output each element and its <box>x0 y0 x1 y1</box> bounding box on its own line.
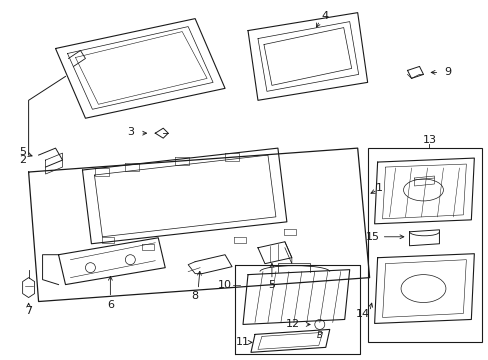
Text: 13: 13 <box>422 135 436 145</box>
Text: 6: 6 <box>107 300 114 310</box>
Text: 8: 8 <box>191 291 198 301</box>
Text: 4: 4 <box>321 11 327 21</box>
Text: 3: 3 <box>126 127 134 137</box>
Text: 5: 5 <box>268 280 275 289</box>
Text: B: B <box>316 331 322 340</box>
Bar <box>367 148 481 342</box>
Text: 11: 11 <box>236 337 249 347</box>
Text: 9: 9 <box>443 67 450 77</box>
Text: 7: 7 <box>25 306 32 316</box>
Text: 10: 10 <box>218 280 232 289</box>
Text: 14: 14 <box>355 310 369 319</box>
Text: 1: 1 <box>375 183 382 193</box>
Text: 12: 12 <box>285 319 299 329</box>
Text: 15: 15 <box>365 232 379 242</box>
Text: 5: 5 <box>19 147 26 157</box>
Text: 2: 2 <box>19 155 26 165</box>
